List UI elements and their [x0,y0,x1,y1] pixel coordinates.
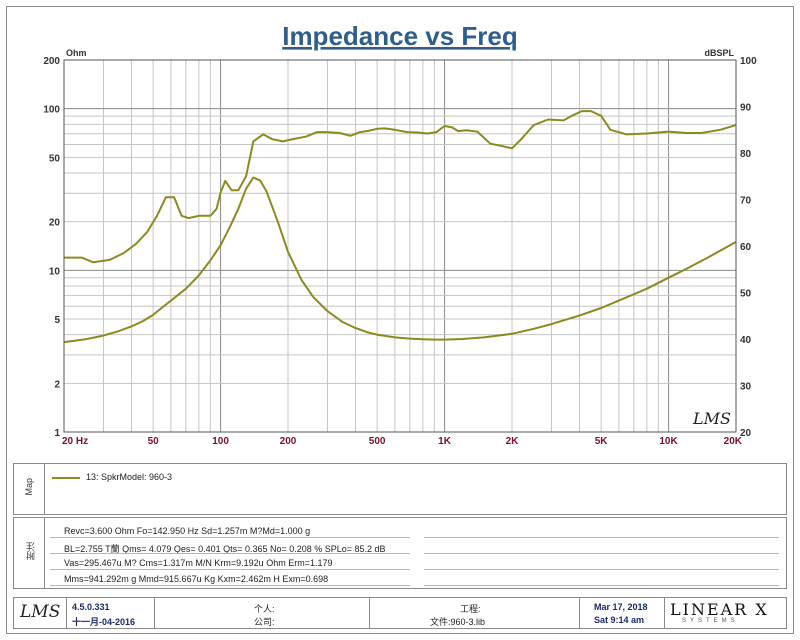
grid [64,60,736,432]
plot-border [63,59,737,433]
right-tick-label: 80 [740,149,752,160]
x-tick-label: 2K [506,436,520,447]
legend-line-swatch [52,477,80,479]
build-date: 十一月-04-2016 [72,617,136,627]
legend-entry: 13: SpkrModel: 960-3 [86,472,173,482]
left-tick-label: 200 [43,56,60,67]
project-label: 工程: [460,604,481,614]
left-tick-label: 50 [49,153,61,164]
right-tick-label: 20 [740,428,752,439]
plot-area [64,60,736,432]
file-label: 文件:960-3.lib [430,617,486,627]
chart-title: Impedance vs Freq [282,21,518,51]
tick-labels: 1 2 5 10 20 50 100 200 20 30 40 50 60 70 80 90 100 20 Hz 5… [43,56,757,447]
left-tick-label: 5 [54,315,60,326]
right-tick-label: 90 [740,103,752,114]
right-tick-label: 60 [740,242,752,253]
left-tick-label: 2 [54,379,60,390]
right-tick-label: 40 [740,335,752,346]
right-tick-label: 100 [740,56,757,67]
x-tick-label: 1K [438,436,452,447]
time: Sat 9:14 am [594,615,645,625]
date: Mar 17, 2018 [594,602,648,612]
footer-lms-logo: LMS [20,602,61,622]
notes-panel: 附注 Revc=3.600 Ohm Fo=142.950 Hz Sd=1.257… [13,517,787,589]
impedance-line [63,176,737,344]
x-tick-label: 10K [659,436,678,447]
left-tick-label: 1 [54,428,60,439]
left-axis-unit: Ohm [66,48,87,58]
right-tick-label: 50 [740,289,752,300]
right-tick-label: 70 [740,196,752,207]
person-label: 个人: [254,604,275,614]
param-line-4: Mms=941.292m g Mmd=915.667u Kg Kxm=2.462… [64,574,329,584]
x-tick-label: 100 [212,436,229,447]
param-line-1: Revc=3.600 Ohm Fo=142.950 Hz Sd=1.257m M… [64,526,311,536]
x-tick-label: 5K [595,436,609,447]
x-tick-label: 500 [369,436,386,447]
left-tick-label: 20 [49,218,61,229]
x-tick-label: 20 Hz [62,436,88,447]
spl-response-line [64,110,737,264]
left-tick-label: 100 [43,105,60,116]
right-tick-label: 30 [740,382,752,393]
x-tick-label: 20K [724,436,743,447]
window-frame [6,6,794,634]
lms-watermark-logo: LMS [692,409,731,428]
company-label: 公司: [254,617,275,627]
footer-bar: LMS 4.5.0.331 十一月-04-2016 个人: 公司: 工程: 文件… [13,597,787,629]
version: 4.5.0.331 [72,602,110,612]
left-tick-label: 10 [49,266,61,277]
right-axis-unit: dBSPL [704,48,734,58]
map-panel: Map 13: SpkrModel: 960-3 [13,463,787,515]
param-line-3: Vas=295.467u M? Cms=1.317m M/N Krm=9.192… [64,558,333,568]
map-panel-label: Map [24,478,34,496]
linearx-brand-sub: SYSTEMS [682,618,739,624]
x-tick-label: 200 [280,436,297,447]
param-line-2: BL=2.755 T蘭 Qms= 4.079 Qes= 0.401 Qts= 0… [64,544,386,554]
x-tick-label: 50 [148,436,160,447]
linearx-brand-logo: LINEAR X [670,600,769,619]
series-group [63,110,737,344]
notes-panel-label: 附注 [26,542,36,560]
chart: Impedance vs Freq Ohm dBSPL 1 2 5 10 20 50 100… [43,21,757,447]
